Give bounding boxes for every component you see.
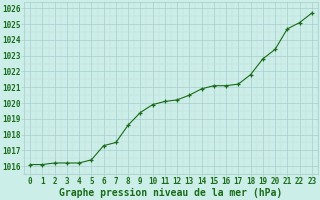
X-axis label: Graphe pression niveau de la mer (hPa): Graphe pression niveau de la mer (hPa) xyxy=(60,188,283,198)
